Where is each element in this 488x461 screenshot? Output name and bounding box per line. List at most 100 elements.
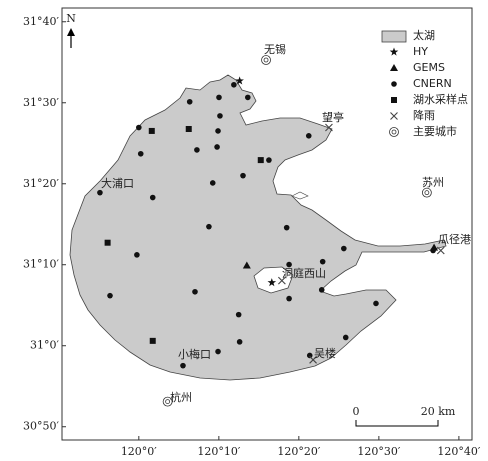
legend-marker: [391, 81, 397, 87]
legend-label: HY: [413, 45, 428, 58]
cnern-point: [107, 292, 113, 299]
city-ring: [162, 396, 173, 407]
legend-label: 太湖: [413, 29, 435, 42]
cnern-point: [266, 157, 272, 163]
cnern-point: [136, 124, 142, 131]
cnern-point: [214, 144, 220, 150]
cnern-point: [215, 128, 221, 134]
place-label: 瓜径港: [438, 233, 471, 246]
scale-label: 0: [353, 405, 360, 418]
cnern-point: [244, 94, 251, 101]
sample-point: [257, 157, 264, 164]
sample-point: [104, 239, 111, 246]
hy-point: [235, 76, 244, 85]
x-tick-label: 120°20′: [277, 445, 320, 458]
north-label: N: [66, 12, 76, 25]
cnern-point: [341, 245, 347, 252]
place-label: 杭州: [170, 390, 192, 404]
sample-point: [185, 125, 192, 132]
cnern-point: [206, 223, 212, 230]
island: [253, 266, 294, 294]
city-ring: [389, 127, 399, 137]
place-label: 苏州: [422, 176, 444, 189]
legend-marker: [390, 112, 398, 120]
x-tick-label: 120°40′: [437, 445, 480, 458]
cnern-point: [97, 189, 103, 196]
islet: [291, 191, 309, 200]
legend-swatch: [381, 30, 407, 43]
cnern-point: [192, 288, 198, 295]
place-label: 吴楼: [314, 346, 336, 360]
cnern-point: [240, 172, 246, 179]
cnern-point: [373, 300, 379, 307]
cnern-point: [231, 81, 237, 88]
x-tick-label: 120°10′: [197, 445, 240, 458]
city-core: [165, 399, 171, 405]
x-tick-label: 120°30′: [357, 445, 400, 458]
cnern-point: [137, 150, 144, 157]
x-tick-label: 120°0′: [121, 445, 157, 458]
legend-marker: [391, 97, 397, 103]
y-tick-label: 31°30′: [23, 96, 59, 109]
cnern-point: [235, 311, 242, 318]
rain-point: [277, 276, 286, 285]
legend-marker: [389, 47, 399, 56]
sample-point: [149, 337, 156, 344]
north-head: [67, 28, 75, 36]
cnern-point: [236, 339, 243, 345]
city-point: [421, 187, 432, 198]
cnern-point: [286, 261, 292, 268]
rain-point: [309, 355, 317, 364]
legend-label: GEMS: [413, 61, 445, 74]
legend-label: 主要城市: [413, 124, 457, 138]
legend-label: 湖水采样点: [413, 92, 468, 106]
scale-label: 20 km: [421, 405, 456, 418]
hy-point: [267, 278, 277, 287]
scale-bar: 0 20 km: [353, 405, 456, 427]
legend-marker: [390, 64, 398, 71]
city-point: [261, 55, 271, 65]
cnern-point: [306, 352, 313, 359]
city-point: [162, 396, 173, 407]
cnern-point: [209, 180, 216, 186]
y-tick-label: 31°10′: [23, 258, 59, 271]
cnern-point: [194, 147, 200, 153]
legend-label: 降雨: [413, 108, 435, 122]
city-core: [263, 57, 269, 63]
lake: [69, 74, 447, 381]
legend-label: CNERN: [413, 77, 452, 90]
cnern-point: [180, 362, 186, 369]
cnern-point: [216, 94, 222, 101]
cnern-point: [149, 194, 156, 201]
map-frame: [61, 7, 473, 441]
cnern-point: [342, 334, 349, 341]
scale-line: [355, 420, 439, 427]
y-tick-label: 31°0′: [30, 339, 59, 352]
cnern-point: [283, 224, 290, 231]
y-tick-label: 30°50′: [23, 420, 59, 433]
cnern-point: [215, 348, 221, 355]
cnern-point: [319, 258, 326, 265]
cnern-point: [305, 133, 312, 139]
place-label: 洞庭西山: [282, 266, 326, 280]
north-arrow: N: [66, 12, 76, 48]
legend-marker: [389, 127, 399, 137]
cnern-point: [134, 252, 140, 258]
sample-point: [148, 127, 155, 134]
rain-point: [436, 246, 445, 255]
cnern-point: [186, 98, 193, 105]
cnern-point: [217, 113, 223, 119]
cnern-point: [430, 247, 436, 254]
place-label: 望亭: [322, 110, 344, 124]
city-core: [391, 129, 397, 135]
place-label: 无锡: [264, 42, 286, 56]
cnern-point: [318, 287, 325, 293]
city-core: [424, 190, 430, 196]
rain-point: [325, 123, 333, 132]
cnern-point: [286, 295, 292, 302]
place-label: 大浦口: [101, 176, 134, 190]
city-ring: [261, 55, 271, 65]
place-label: 小梅口: [178, 347, 211, 361]
